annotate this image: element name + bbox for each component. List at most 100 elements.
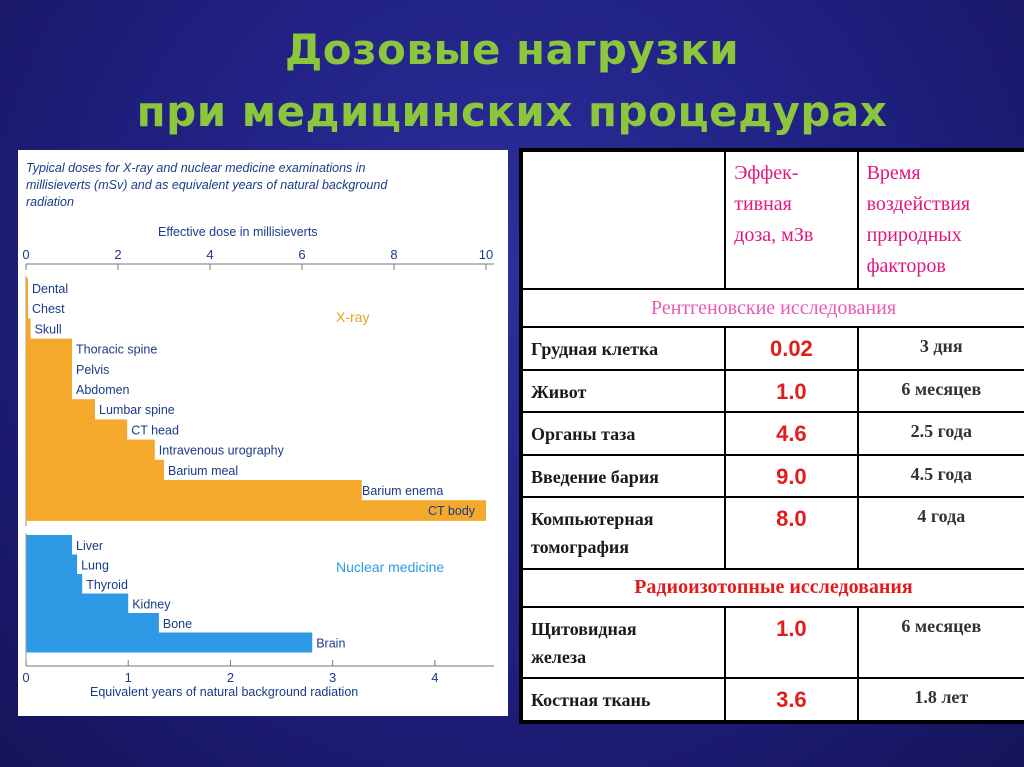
exam-name: Органы таза [520, 411, 727, 456]
xray-bar-label-ct-head: CT head [131, 423, 179, 437]
top-axis-label: Effective dose in millisieverts [158, 225, 318, 239]
slide-title-line-1: Дозовые нагрузки [284, 25, 740, 74]
natural-equivalent-value: 6 месяцев [856, 368, 1024, 414]
cell-line: факторов [866, 255, 946, 277]
xray-bar-label-abdomen: Abdomen [76, 383, 130, 397]
header-effective-dose: Эффек-тивная доза, мЗв [724, 150, 859, 290]
bottom-axis-label: Equivalent years of natural background r… [90, 685, 358, 699]
cell-line: Органы таза [531, 424, 636, 445]
header-empty-cell [520, 150, 727, 290]
effective-dose-value: 8.0 [724, 496, 859, 570]
xray-bar-label-intravenous-urography: Intravenous urography [159, 444, 285, 458]
xray-bar-label-skull: Skull [35, 322, 62, 336]
xray-bar-label-ct-body: CT body [428, 504, 476, 518]
nuclear-bar-label-bone: Bone [163, 617, 192, 631]
effective-dose-value: 1.0 [724, 605, 859, 680]
dose-chart: Typical doses for X-ray and nuclear medi… [22, 161, 494, 699]
exam-name: Грудная клетка [520, 326, 727, 371]
xray-bar-pelvis [26, 358, 72, 380]
bottom-axis-tick-label: 2 [227, 670, 234, 685]
cell-line: доза, мЗв [734, 224, 814, 246]
nuclear-bar-kidney [26, 593, 129, 614]
bottom-axis-tick-label: 1 [125, 670, 132, 685]
xray-bar-dental [26, 278, 28, 299]
cell-line: томография [531, 537, 630, 558]
cell-line: железа [531, 647, 587, 667]
cell-line: воздействия [866, 193, 971, 215]
nuclear-bar-thyroid [26, 574, 83, 594]
exam-name: Живот [520, 368, 727, 414]
section-nuclear: Радиоизотопные исследования [521, 567, 1024, 609]
table-row: Костная ткань 3.6 1.8 лет [520, 677, 1024, 722]
nuclear-bar-label-brain: Brain [316, 637, 345, 651]
bottom-axis-tick-label: 0 [22, 670, 29, 685]
effective-dose-value: 9.0 [724, 453, 859, 499]
xray-bar-ct-head [26, 419, 128, 441]
top-axis-tick-label: 10 [479, 247, 493, 262]
table-row: Щитовидная железа 1.0 6 месяцев [520, 605, 1024, 680]
dose-figure: Typical doses for X-ray and nuclear medi… [18, 150, 508, 716]
caption-line-2: millisieverts (mSv) and as equivalent ye… [26, 178, 388, 192]
caption-line-3: radiation [26, 195, 74, 209]
effective-dose-value: 4.6 [724, 411, 859, 456]
nuclear-bar-bone [26, 613, 159, 633]
nuclear-bar-label-kidney: Kidney [132, 598, 171, 612]
table-header-row: Эффек-тивная доза, мЗв Время воздействия при… [520, 150, 1024, 290]
effective-dose-value: 1.0 [724, 368, 859, 414]
xray-bar-intravenous-urography [26, 439, 155, 461]
section-nuclear-row: Радиоизотопные исследования [521, 567, 1024, 609]
exam-name: Костная ткань [520, 677, 727, 722]
cell-line: Эффек- [734, 162, 799, 184]
natural-equivalent-value: 4 года [856, 496, 1024, 570]
xray-bar-label-barium-meal: Barium meal [168, 464, 238, 478]
xray-bar-label-barium-enema: Barium enema [362, 484, 443, 498]
natural-equivalent-value: 1.8 лет [856, 677, 1024, 722]
top-axis-tick-label: 2 [114, 247, 121, 262]
cell-line: Введение бария [531, 466, 659, 487]
xray-bar-skull [26, 318, 31, 340]
top-axis-tick-label: 0 [22, 247, 29, 262]
xray-bar-label-dental: Dental [32, 282, 68, 296]
xray-bar-lumbar-spine [26, 399, 95, 420]
table-row: Грудная клетка 0.02 3 дня [520, 326, 1024, 371]
cell-line: Время [866, 162, 921, 184]
effective-dose-value: 0.02 [724, 326, 859, 371]
table-row: Живот 1.0 6 месяцев [520, 368, 1024, 414]
table-row: Введение бария 9.0 4.5 года [520, 453, 1024, 499]
xray-bar-abdomen [26, 379, 72, 400]
natural-equivalent-value: 6 месяцев [856, 605, 1024, 680]
xray-bar-label-chest: Chest [32, 302, 65, 316]
nuclear-bar-label-lung: Lung [81, 559, 109, 573]
natural-equivalent-value: 3 дня [856, 326, 1024, 371]
nuclear-bar-lung [26, 554, 78, 575]
xray-bar-label-lumbar-spine: Lumbar spine [99, 403, 175, 417]
natural-equivalent-value: 4.5 года [856, 453, 1024, 499]
top-axis-tick-label: 8 [390, 247, 397, 262]
dose-table: Эффек-тивная доза, мЗв Время воздействия при… [519, 148, 1024, 724]
nuclear-bar-label-thyroid: Thyroid [86, 578, 128, 592]
cell-line: Щитовидная [531, 619, 637, 639]
slide-title-line-2: при медицинских процедурах [136, 87, 888, 136]
cell-line: Живот [531, 381, 587, 402]
xray-bar-barium-enema [26, 480, 362, 501]
xray-bar-chest [26, 298, 28, 319]
nuclear-bar-brain [26, 632, 313, 653]
top-axis-tick-label: 4 [206, 247, 213, 262]
header-natural-time: Время воздействия природных факторов [856, 150, 1024, 290]
bottom-axis-tick-label: 4 [431, 670, 438, 685]
bottom-axis-tick-label: 3 [329, 670, 336, 685]
table-row: Компьютерная томография 8.0 4 года [520, 496, 1024, 570]
nuclear-bar-label-liver: Liver [76, 539, 103, 553]
xray-bar-label-thoracic-spine: Thoracic spine [76, 343, 157, 357]
xray-bar-barium-meal [26, 459, 164, 481]
xray-bar-label-pelvis: Pelvis [76, 363, 109, 377]
exam-name: Введение бария [520, 453, 727, 499]
exam-name: Компьютерная томография [520, 496, 727, 570]
cell-line: Компьютерная [531, 509, 654, 530]
nuclear-medicine-label: Nuclear medicine [336, 559, 444, 575]
top-axis-tick-label: 6 [298, 247, 305, 262]
cell-line: Грудная клетка [531, 339, 659, 360]
section-xray-row: Рентгеновские исследования [521, 287, 1024, 329]
effective-dose-value: 3.6 [724, 677, 859, 722]
xray-bar-thoracic-spine [26, 338, 72, 360]
